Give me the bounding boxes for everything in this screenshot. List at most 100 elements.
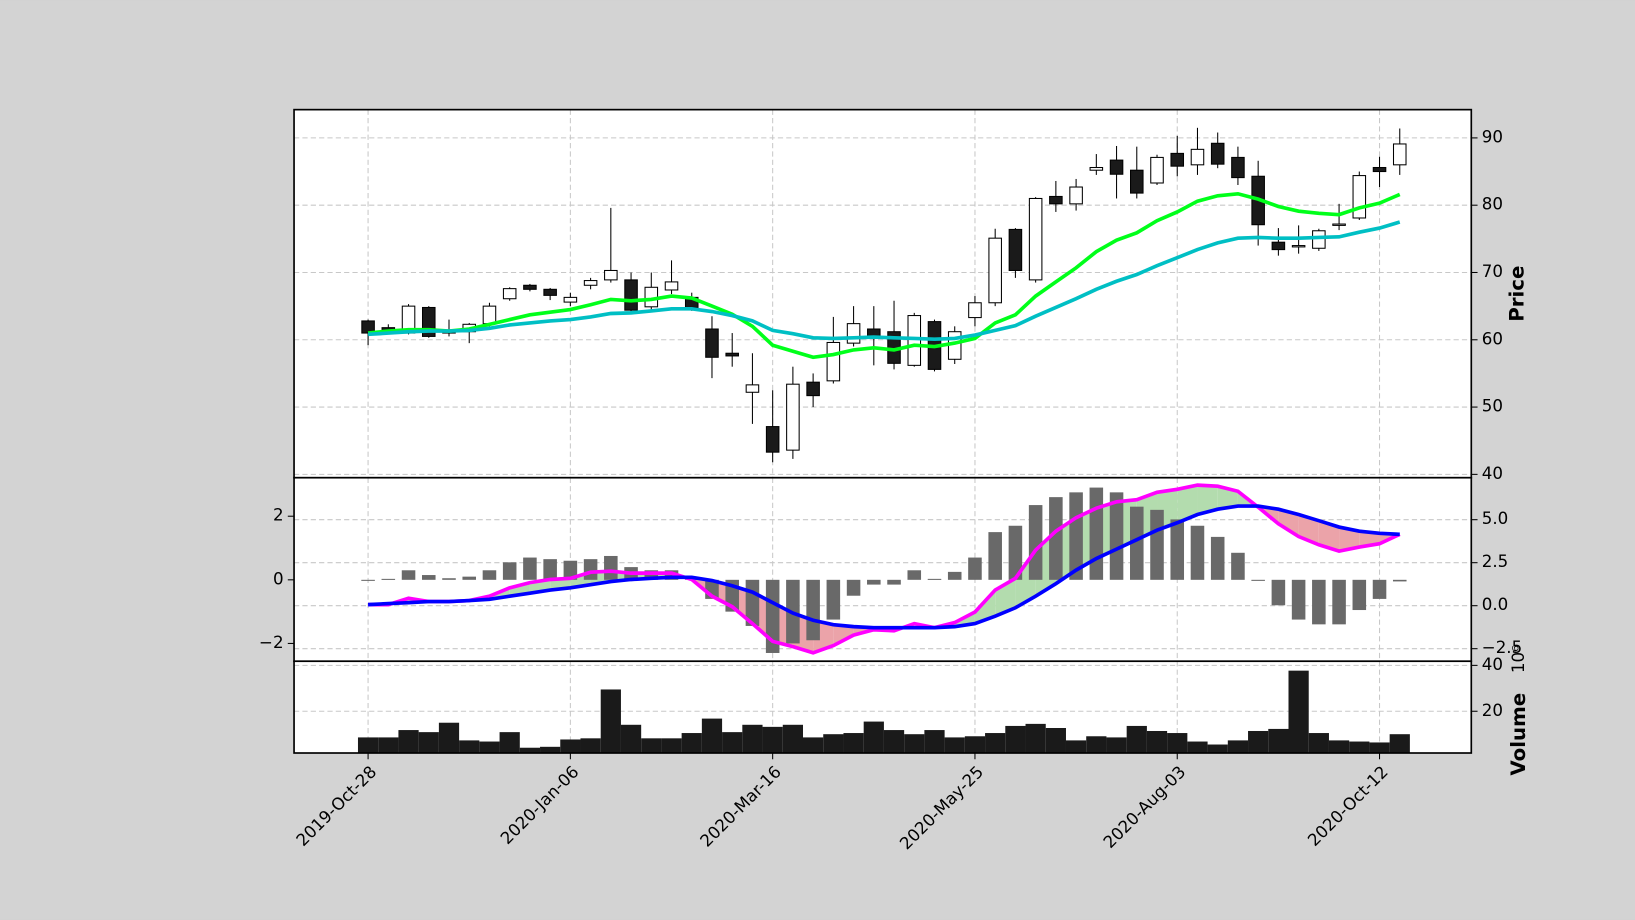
histogram-bar [1352,579,1367,611]
y-tick-label: 2 [273,506,284,525]
candle-body [482,305,497,325]
volume-bar [1248,730,1269,754]
volume-bar [1106,737,1127,754]
candle-body [826,341,841,382]
candle-body [563,296,578,303]
volume-bar [1045,728,1066,754]
histogram-bar [1291,579,1306,620]
histogram-bar [442,578,456,580]
volume-bar [519,747,541,754]
macd-fill [1339,527,1360,552]
candle-body [1291,245,1306,248]
histogram-bar [887,579,901,585]
axis-offset-label: 10⁶ [1509,645,1528,673]
volume-bar [398,730,419,754]
histogram-bar [401,570,416,580]
histogram-bar [1271,579,1286,606]
volume-bar [924,730,945,754]
candle-body [988,237,1002,304]
volume-bar [1369,742,1390,754]
volume-bar [803,737,824,754]
candle-body [1271,241,1286,251]
histogram-bar [421,575,436,580]
volume-bar [418,732,439,754]
histogram-bar [947,571,962,580]
candle-body [705,328,719,358]
volume-bar [1389,734,1410,754]
volume-bar [1126,725,1147,754]
histogram-bar [1170,519,1185,580]
volume-bar [620,724,642,754]
volume-bar [985,733,1006,754]
macd-fill [1217,486,1238,510]
volume-bar [701,718,723,754]
panel-background [294,109,1472,478]
histogram-bar [1049,497,1063,580]
macd-fill [833,624,854,646]
candle-body [1392,143,1407,166]
candle-body [968,302,982,319]
volume-bar [1025,723,1046,754]
candle-body [1109,159,1124,175]
histogram-bar [664,570,679,580]
candle-body [502,288,517,300]
histogram-bar [381,578,396,580]
candle-body [806,381,820,397]
macd-fill [1197,485,1218,515]
y-tick-label: 2.5 [1482,552,1509,571]
volume-bar [944,737,965,754]
volume-bar [1328,740,1350,754]
candle-body [1170,152,1185,167]
candle-body [1372,166,1387,173]
volume-bar [1268,728,1289,754]
volume-bar [1227,740,1249,754]
candle-body [1049,195,1063,205]
candle-body [1210,142,1225,165]
y-axis-label: Volume [1507,693,1530,776]
volume-bar [722,732,743,754]
volume-bar [1146,730,1168,754]
moving-average-line [367,191,1401,360]
histogram-bar [502,562,517,580]
y-tick-label: 40 [1482,655,1503,674]
histogram-bar [523,557,537,580]
volume-bar [600,689,621,754]
histogram-bar [846,579,861,596]
candle-body [765,426,780,453]
panel-background [294,477,1472,662]
volume-bar [823,734,844,754]
histogram-bar [482,570,497,580]
y-tick-label: 50 [1482,397,1503,416]
candle-body [745,384,760,393]
candle-body [1190,148,1205,166]
y-tick-label: 70 [1482,262,1503,281]
y-tick-label: 5.0 [1482,509,1509,528]
histogram-bar [826,579,841,620]
volume-bar [378,737,399,754]
volume-bar [904,734,925,754]
moving-average-line [367,220,1401,341]
candle-body [1352,175,1367,219]
candle-body [1008,228,1023,271]
candle-body [1089,166,1104,171]
panel-frame [293,660,1473,754]
histogram-bar [907,570,922,580]
histogram-bar [927,578,942,580]
volume-bar [1288,670,1309,754]
histogram-bar [1089,487,1104,580]
volume-bar [782,724,804,754]
volume-bar [641,738,662,754]
volume-bar [357,737,379,754]
histogram-bar [1210,536,1225,580]
candle-body [786,383,800,451]
volume-bar [1167,733,1188,754]
histogram-bar [462,576,477,580]
volume-bar [1308,733,1329,754]
macd-fill [1177,485,1198,523]
volume-bar [1207,744,1228,754]
y-tick-label: 0 [273,569,284,588]
histogram-bar [1109,492,1124,580]
histogram-bar [1231,552,1245,580]
candle-body [583,280,598,286]
